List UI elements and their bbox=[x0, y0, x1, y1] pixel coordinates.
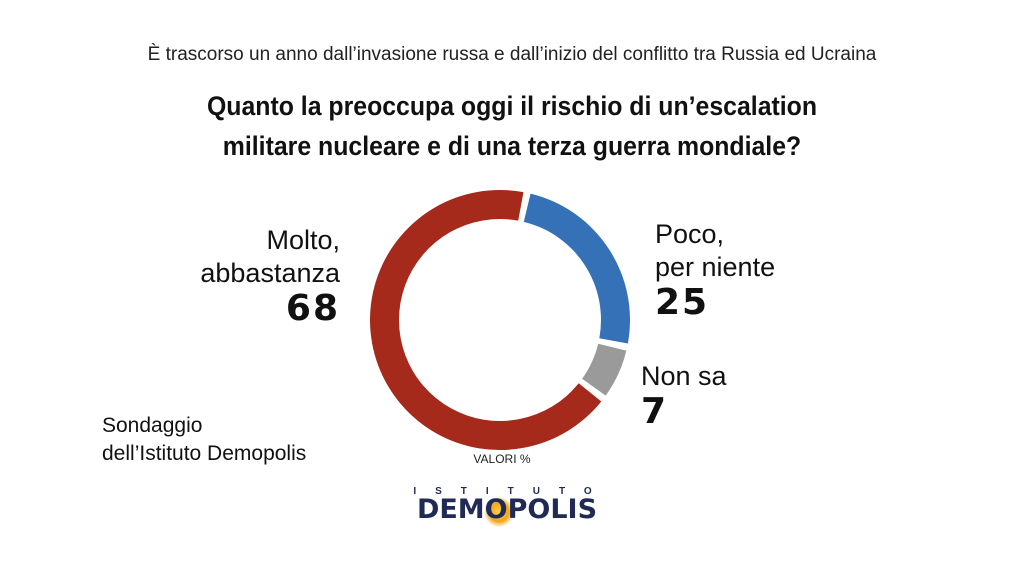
subtitle: È trascorso un anno dall’invasione russa… bbox=[147, 44, 877, 65]
slice-name-molto-line-1: Molto, bbox=[266, 225, 340, 255]
slice-value-non-sa: 7 bbox=[641, 391, 669, 432]
donut-slice-poco bbox=[523, 193, 631, 344]
chart-title-line-2: militare nucleare e di una terza guerra … bbox=[222, 131, 802, 161]
chart-title: Quanto la preoccupa oggi il rischio di u… bbox=[41, 86, 983, 166]
chart-title-line-1: Quanto la preoccupa oggi il rischio di u… bbox=[206, 91, 818, 121]
slice-label-poco: Poco, per niente 25 bbox=[655, 218, 775, 322]
demopolis-logo: ISTITUTO DEMOPOLIS bbox=[387, 486, 627, 527]
slice-name-non-sa: Non sa bbox=[641, 361, 727, 391]
slice-value-molto: 68 bbox=[285, 288, 340, 329]
slice-label-molto: Molto, abbastanza 68 bbox=[200, 224, 340, 328]
slice-label-non-sa: Non sa 7 bbox=[641, 360, 727, 431]
slice-name-poco-line-2: per niente bbox=[655, 252, 776, 282]
donut-slice-non-sa bbox=[582, 343, 627, 396]
source-line-2: dell’Istituto Demopolis bbox=[102, 442, 307, 465]
slice-value-poco: 25 bbox=[655, 282, 710, 323]
logo-sun-icon bbox=[484, 497, 514, 527]
slice-name-poco-line-1: Poco, bbox=[655, 219, 725, 249]
source-line-1: Sondaggio bbox=[102, 414, 203, 437]
values-note: VALORI % bbox=[473, 452, 531, 466]
source-note: Sondaggio dell’Istituto Demopolis bbox=[102, 412, 306, 468]
logo-demopolis-text: DEMOPOLIS bbox=[416, 494, 598, 525]
logo-istituto-text: ISTITUTO bbox=[413, 486, 611, 497]
slice-name-molto-line-2: abbastanza bbox=[200, 258, 340, 288]
